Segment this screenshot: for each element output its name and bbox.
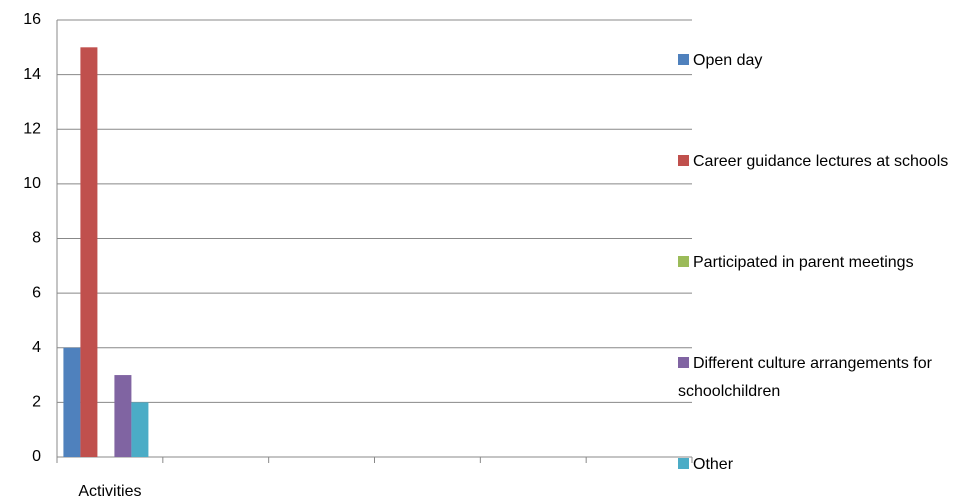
legend-item: Participated in parent meetings [678, 249, 963, 277]
legend-label: Different culture arrangements for schoo… [678, 355, 932, 400]
bar [80, 47, 98, 457]
legend-swatch [678, 54, 689, 65]
legend-swatch [678, 256, 689, 267]
y-tick-label: 2 [32, 394, 41, 411]
legend-item: Other [678, 451, 963, 479]
y-tick-label: 10 [23, 175, 41, 192]
y-tick-label: 12 [23, 120, 41, 137]
legend-label: Participated in parent meetings [693, 254, 914, 271]
bar [63, 347, 81, 457]
legend-swatch [678, 357, 689, 368]
legend-label: Open day [693, 52, 763, 69]
legend-item: Career guidance lectures at schools [678, 148, 963, 176]
legend-item: Open day [678, 47, 963, 75]
bar [131, 402, 149, 457]
legend-label: Career guidance lectures at schools [693, 153, 949, 170]
y-tick-label: 8 [32, 230, 41, 247]
legend-label: Other [693, 456, 734, 473]
legend-swatch [678, 155, 689, 166]
x-tick-label: Activities [78, 483, 141, 500]
y-tick-label: 0 [32, 448, 41, 465]
y-tick-label: 4 [32, 339, 41, 356]
y-tick-label: 6 [32, 284, 41, 301]
legend-swatch [678, 458, 689, 469]
y-tick-label: 14 [23, 66, 41, 83]
legend-item: Different culture arrangements for schoo… [678, 350, 963, 406]
y-tick-label: 16 [23, 11, 41, 28]
bar [114, 375, 132, 457]
